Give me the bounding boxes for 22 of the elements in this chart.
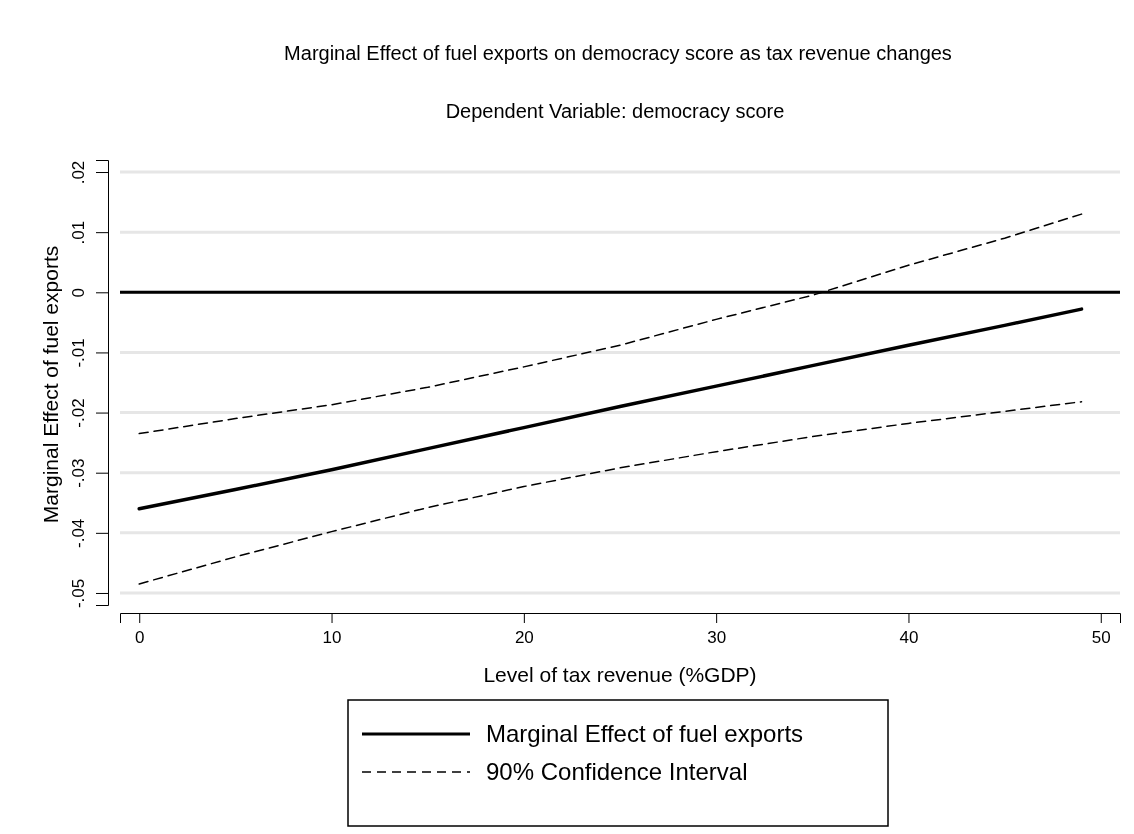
x-tick-label: 30 [707,628,727,648]
x-axis-title: Level of tax revenue (%GDP) [483,663,757,686]
y-tick-label: -.04 [68,518,88,548]
chart-subtitle: Dependent Variable: democracy score [445,100,785,122]
x-tick-label: 40 [899,628,919,648]
y-tick-label: -.02 [68,398,88,428]
y-axis-title: Marginal Effect of fuel exports [39,245,62,524]
y-tick-label: -.01 [68,338,88,368]
x-tick-label: 10 [322,628,342,648]
y-tick-label: .02 [68,160,88,185]
chart-title: Marginal Effect of fuel exports on democracy score as tax revenue changes [284,42,952,64]
y-tick-label: 0 [68,288,88,298]
line-series [137,307,1084,511]
y-tick-label: -.05 [68,578,88,609]
legend-label: 90% Confidence Interval [486,758,748,785]
x-tick-label: 50 [1091,628,1111,648]
x-tick-label: 0 [135,628,145,648]
y-tick-label: -.03 [68,458,88,488]
line-series [138,400,1083,585]
x-tick-label: 20 [514,628,534,648]
legend-label: Marginal Effect of fuel exports [486,720,804,747]
y-tick-label: .01 [68,220,88,245]
